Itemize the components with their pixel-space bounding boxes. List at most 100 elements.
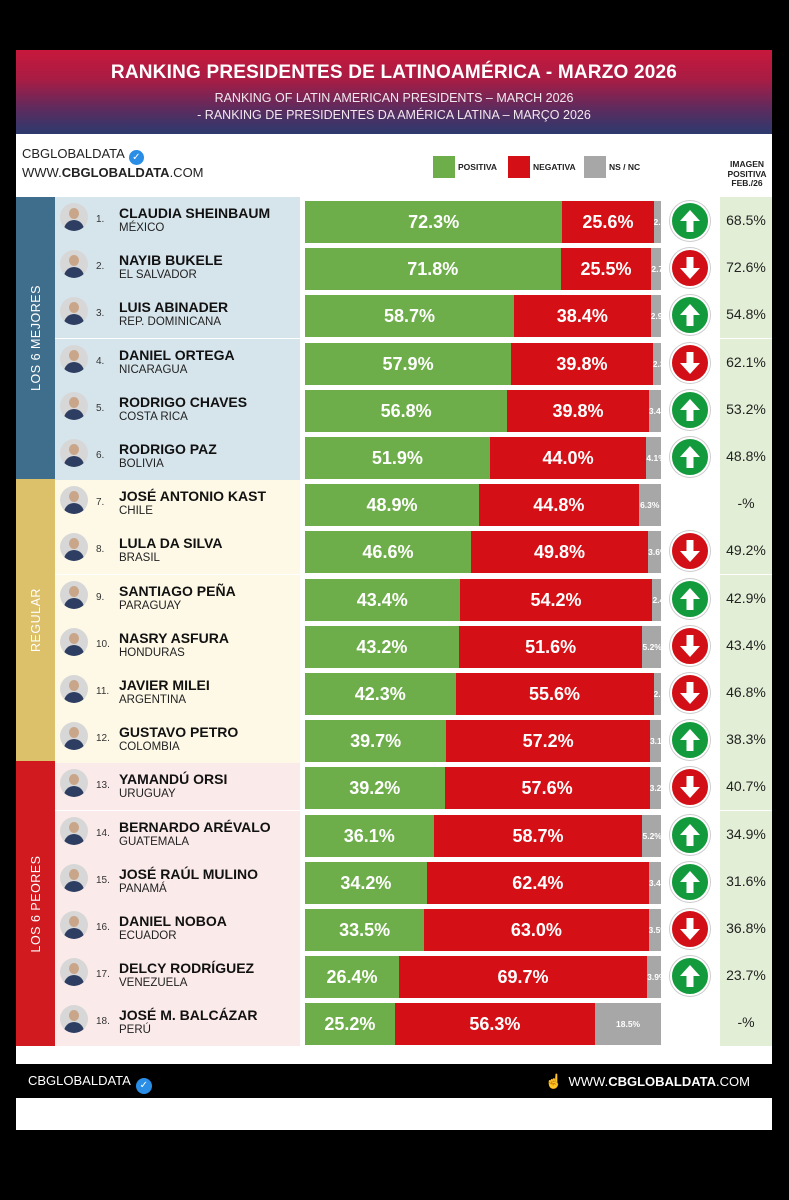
president-name: NASRY ASFURA: [119, 629, 229, 646]
footer-site-link[interactable]: ☝ WWW.CBGLOBALDATA.COM: [545, 1073, 750, 1090]
subtitle-portuguese: - RANKING DE PRESIDENTES DA AMÉRICA LATI…: [197, 108, 591, 122]
president-name: JAVIER MILEI: [119, 677, 210, 693]
president-name: JOSÉ M. BALCÁZAR: [119, 1007, 258, 1024]
president-avatar: [60, 675, 88, 703]
bar-positive: 36.1%: [305, 814, 434, 857]
avatar-body: [64, 833, 84, 845]
rank-number: 11.: [96, 686, 110, 697]
bar-negative: 57.6%: [444, 767, 650, 810]
avatar-head: [69, 349, 79, 361]
avatar-body: [64, 314, 84, 326]
bar-negative: 62.4%: [426, 861, 649, 904]
avatar-head: [69, 774, 79, 786]
row-background: [55, 197, 300, 244]
bar-ns: 3.2%: [649, 767, 661, 810]
president-avatar: [60, 250, 88, 279]
rank-number: 1.: [96, 214, 105, 225]
president-avatar: [60, 958, 88, 987]
arrow-up-icon: [670, 437, 710, 477]
president-avatar: [60, 722, 88, 751]
president-avatar: [60, 863, 88, 892]
avatar-head: [69, 916, 79, 927]
avatar-body: [64, 503, 84, 515]
row-background: [55, 669, 300, 716]
brand-site[interactable]: WWW.CBGLOBALDATA.COM: [22, 165, 204, 180]
brand-name-text: CBGLOBALDATA: [22, 146, 125, 161]
stacked-bar: 33.5%63.0%3.5%: [305, 909, 661, 951]
avatar-head: [69, 302, 79, 314]
arrow-down-icon: [670, 767, 710, 808]
rank-number: 12.: [96, 733, 110, 745]
bar-negative: 55.6%: [455, 673, 654, 715]
country-name: GUATEMALA: [119, 835, 190, 848]
arrow-up-icon: [670, 295, 710, 336]
president-avatar: [60, 627, 88, 656]
row-background: [55, 480, 300, 528]
arrow-up-icon: [670, 814, 710, 855]
rank-number: 5.: [96, 402, 105, 414]
bar-ns: 5.2%: [642, 625, 661, 668]
previous-positive-image: 53.2%: [720, 385, 772, 433]
row-background: [55, 527, 300, 575]
stacked-bar: 43.4%54.2%2.4%: [305, 578, 661, 621]
table-row: 18. JOSÉ M. BALCÁZAR PERÚ 25.2% 56.3% 18.5% -%: [16, 999, 772, 1047]
row-background: [55, 433, 300, 480]
table-row: 15.JOSÉ RAÚL MULINOPANAMÁ34.2%62.4%3.4%3…: [16, 857, 772, 905]
stacked-bar: 46.6%49.8%3.6%: [305, 531, 661, 574]
title-banner: RANKING PRESIDENTES DE LATINOAMÉRICA - M…: [16, 50, 772, 134]
row-background: [55, 763, 300, 811]
previous-positive-image: -%: [720, 480, 772, 528]
previous-positive-image: 54.8%: [720, 291, 772, 339]
arrow-up-icon: [670, 956, 710, 997]
rank-number: 16.: [96, 922, 110, 933]
bar-negative: 63.0%: [424, 909, 649, 951]
rank-number: 2.: [96, 261, 105, 273]
stacked-bar: 56.8%39.8%3.4%: [305, 389, 661, 432]
country-name: CHILE: [119, 505, 153, 518]
avatar-head: [69, 585, 79, 597]
country-name: COSTA RICA: [119, 410, 188, 423]
row-background: [55, 385, 300, 433]
previous-positive-image: 34.9%: [720, 810, 772, 858]
stacked-bar: 43.2% 51.6% 5.2%: [305, 625, 661, 668]
image-header-line1: IMAGEN: [730, 159, 764, 169]
country-name: NICARAGUA: [119, 363, 188, 376]
stacked-bar: 72.3%25.6%2.1%: [305, 201, 661, 243]
group-band-worst: LOS 6 PEORES: [16, 761, 55, 1046]
bar-negative: 25.5%: [560, 248, 652, 291]
legend-label-positive: POSITIVA: [458, 162, 498, 172]
previous-positive-image: 62.1%: [720, 338, 772, 386]
bar-negative: 44.0%: [489, 437, 647, 479]
president-avatar: [60, 769, 88, 798]
table-row: 10. NASRY ASFURA HONDURAS 43.2% 51.6% 5.2% 43.…: [16, 621, 772, 669]
previous-positive-image: 68.5%: [720, 197, 772, 244]
stacked-bar: 58.7%38.4%2.9%: [305, 295, 661, 338]
president-name: SANTIAGO PEÑA: [119, 582, 236, 599]
site-prefix: WWW.: [22, 165, 62, 180]
avatar-head: [69, 538, 79, 550]
avatar-head: [69, 396, 79, 408]
bar-positive: 51.9%: [305, 437, 490, 479]
row-background: [55, 810, 300, 858]
previous-positive-image: 23.7%: [720, 952, 772, 1000]
avatar-body: [64, 975, 84, 987]
bar-negative: 69.7%: [398, 956, 648, 999]
country-name: PARAGUAY: [119, 599, 182, 612]
country-name: ARGENTINA: [119, 694, 187, 706]
rank-number: 8.: [96, 544, 105, 556]
avatar-body: [64, 786, 84, 798]
rank-number: 6.: [96, 450, 105, 461]
bar-ns: 18.5%: [595, 1003, 661, 1046]
president-name: JOSÉ ANTONIO KAST: [119, 488, 267, 505]
president-name: LUIS ABINADER: [119, 299, 229, 316]
rank-number: 7.: [96, 497, 105, 509]
country-name: PANAMÁ: [119, 882, 167, 895]
country-name: BRASIL: [119, 552, 160, 565]
president-avatar: [60, 391, 88, 420]
rank-number: 14.: [96, 827, 110, 839]
